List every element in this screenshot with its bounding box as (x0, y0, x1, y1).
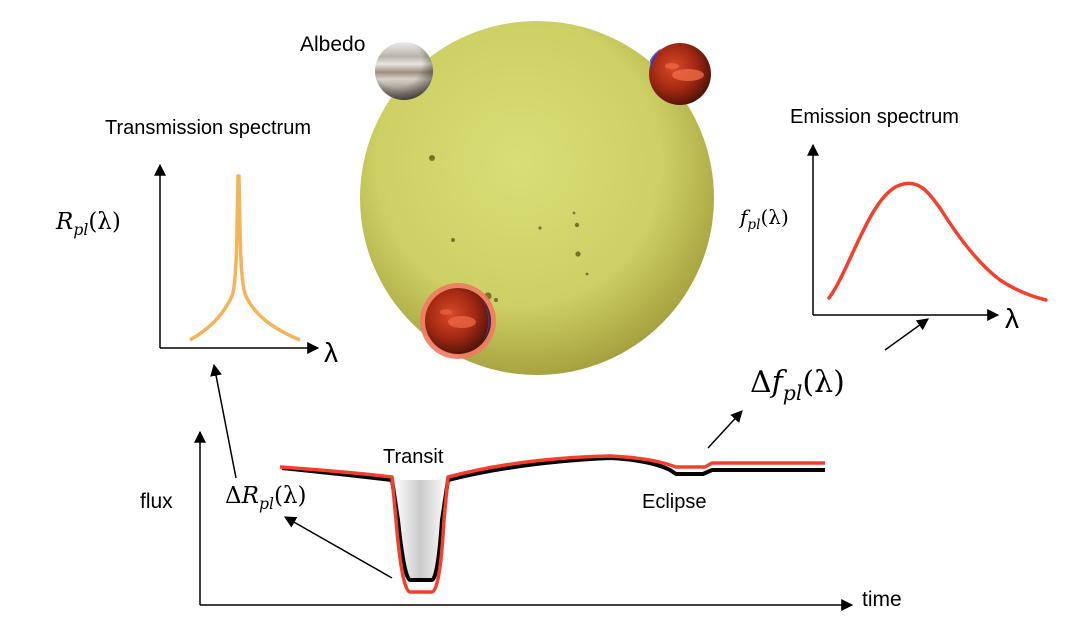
delta-f-sub: pl (783, 381, 803, 405)
emission-spectrum-panel: Emission spectrum λ fpl(λ) (738, 106, 1048, 334)
arrow-transit-to-delta-r (283, 516, 393, 579)
arrow-delta-f-to-emission (884, 318, 929, 351)
transmission-title: Transmission spectrum (105, 117, 311, 139)
f-pl-sub: pl (747, 217, 760, 233)
flux-label: flux (140, 490, 173, 513)
delta-r-sub: pl (259, 494, 274, 513)
delta-r-base: R (241, 483, 259, 509)
time-label: time (862, 588, 902, 611)
albedo-label: Albedo (300, 33, 365, 56)
delta-r-arg: (λ) (274, 483, 307, 509)
arrow-eclipse-to-delta-f (707, 410, 743, 449)
delta-f-arg: (λ) (802, 365, 844, 400)
transmission-spectrum-panel: Transmission spectrum λ Rpl(λ) (55, 117, 338, 368)
transmission-y-label: Rpl(λ) (55, 209, 121, 239)
arrow-delta-r-to-transmission (210, 363, 237, 479)
r-pl-sub: pl (73, 220, 88, 239)
transmission-curve (189, 174, 301, 342)
transit-label: Transit (383, 446, 444, 468)
jupiter-planet-icon (375, 42, 433, 100)
lightcurve-red (279, 454, 825, 594)
annotation-arrows (210, 318, 929, 579)
delta-f-pl-label: Δfpl(λ) (750, 365, 845, 405)
r-pl-arg: (λ) (88, 209, 121, 235)
r-pl-base: R (55, 209, 73, 235)
delta-f-symbol: Δ (750, 365, 772, 400)
emission-title: Emission spectrum (790, 106, 959, 128)
emission-y-label: fpl(λ) (738, 205, 789, 233)
transiting-planet-icon (420, 283, 496, 359)
lightcurve-black (281, 456, 825, 582)
eclipse-label: Eclipse (642, 491, 706, 513)
delta-r-pl-label: ΔRpl(λ) (225, 483, 306, 513)
hot-planet-icon (649, 43, 711, 105)
f-pl-arg: (λ) (760, 205, 788, 229)
emission-x-lambda: λ (1005, 303, 1019, 334)
delta-r-symbol: Δ (225, 483, 242, 509)
emission-curve (827, 181, 1048, 302)
light-curve-panel: flux time Transit Eclipse ΔRpl(λ) (140, 430, 902, 611)
transmission-x-lambda: λ (324, 337, 338, 368)
